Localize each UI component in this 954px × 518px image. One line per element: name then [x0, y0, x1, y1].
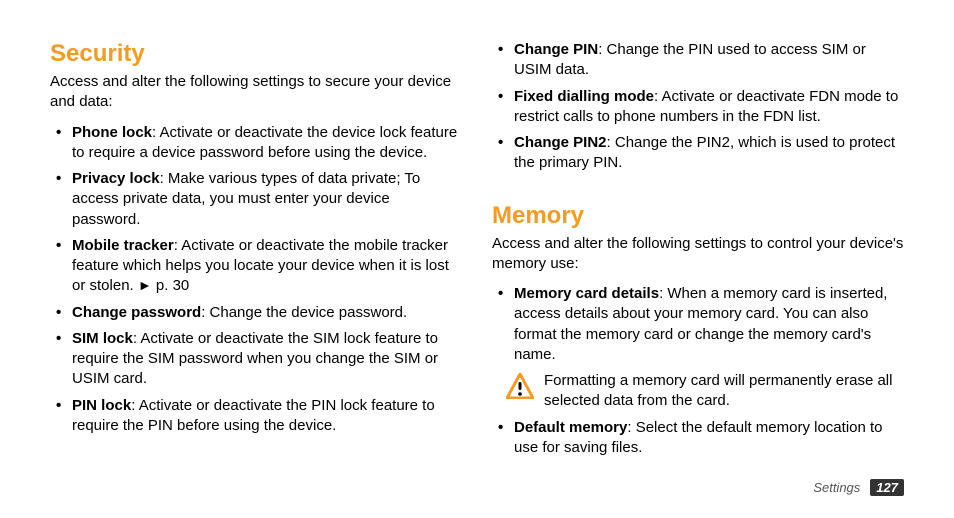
list-item: Fixed dialling mode: Activate or deactiv… [506, 87, 904, 128]
list-item: Change PIN2: Change the PIN2, which is u… [506, 133, 904, 174]
term: Fixed dialling mode [514, 88, 654, 105]
list-item: Default memory: Select the default memor… [506, 418, 904, 459]
list-item: PIN lock: Activate or deactivate the PIN… [64, 396, 462, 437]
list-item: Change PIN: Change the PIN used to acces… [506, 40, 904, 81]
term: Memory card details [514, 285, 659, 302]
memory-intro: Access and alter the following settings … [492, 234, 904, 275]
warning-text: Formatting a memory card will permanentl… [544, 371, 904, 412]
term: Change PIN [514, 41, 598, 58]
list-item: Phone lock: Activate or deactivate the d… [64, 123, 462, 164]
list-item: Change password: Change the device passw… [64, 303, 462, 323]
document-page: Security Access and alter the following … [0, 0, 954, 518]
security-bullet-list: Phone lock: Activate or deactivate the d… [50, 123, 462, 437]
security-heading: Security [50, 40, 462, 68]
page-number-badge: 127 [870, 479, 904, 496]
memory-heading: Memory [492, 202, 904, 230]
list-item: Mobile tracker: Activate or deactivate t… [64, 236, 462, 297]
memory-bullet-list: Memory card details: When a memory card … [492, 284, 904, 365]
security-bullet-list-continued: Change PIN: Change the PIN used to acces… [492, 40, 904, 174]
memory-section: Memory Access and alter the following se… [492, 202, 904, 459]
left-column: Security Access and alter the following … [50, 40, 462, 488]
right-column: Change PIN: Change the PIN used to acces… [492, 40, 904, 488]
term: Change password [72, 304, 201, 321]
list-item: Memory card details: When a memory card … [506, 284, 904, 365]
term: SIM lock [72, 330, 133, 347]
term: Phone lock [72, 124, 152, 141]
list-item: Privacy lock: Make various types of data… [64, 169, 462, 230]
warning-icon [506, 373, 534, 405]
desc: : Change the device password. [201, 304, 407, 321]
page-footer: Settings 127 [813, 479, 904, 496]
term: Change PIN2 [514, 134, 607, 151]
warning-callout: Formatting a memory card will permanentl… [506, 371, 904, 412]
list-item: SIM lock: Activate or deactivate the SIM… [64, 329, 462, 390]
xref-page: p. 30 [152, 277, 190, 294]
memory-bullet-list-after: Default memory: Select the default memor… [492, 418, 904, 459]
term: Privacy lock [72, 170, 160, 187]
xref-arrow-icon: ► [138, 277, 152, 293]
term: Default memory [514, 419, 627, 436]
security-intro: Access and alter the following settings … [50, 72, 462, 113]
term: Mobile tracker [72, 237, 174, 254]
term: PIN lock [72, 397, 131, 414]
footer-section-label: Settings [813, 480, 860, 495]
